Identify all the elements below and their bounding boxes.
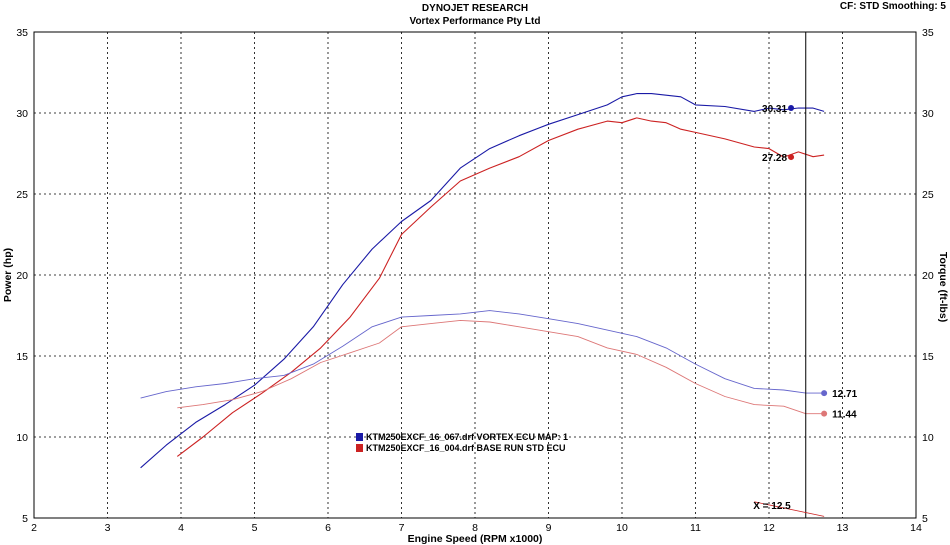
y-tick-label-left: 30: [16, 108, 28, 120]
series: [140, 93, 825, 469]
y-axis-label-left: Power (hp): [2, 248, 14, 302]
x-tick-label: 12: [763, 522, 775, 534]
value-label: 12.71: [832, 389, 857, 400]
value-marker: [788, 104, 795, 111]
x-tick-label: 6: [325, 522, 331, 534]
grid: [34, 32, 916, 518]
y-tick-label-right: 35: [922, 27, 934, 39]
x-tick-label: 9: [546, 522, 552, 534]
x-tick-label: 7: [399, 522, 405, 534]
value-marker: [821, 410, 828, 417]
x-tick-label: 11: [690, 522, 701, 534]
y-tick-label-left: 35: [16, 27, 28, 39]
y-tick-label-left: 15: [16, 351, 28, 363]
value-label: 11.44: [832, 410, 857, 421]
series-line-power-vortex: [140, 93, 825, 469]
legend: KTM250EXCF_16_067.drf VORTEX ECU MAP: 1 …: [356, 432, 568, 453]
x-axis-label: Engine Speed (RPM x1000): [408, 533, 543, 545]
legend-label-base: KTM250EXCF_16_004.drf BASE RUN STD ECU: [366, 443, 566, 453]
value-marker: [821, 390, 828, 397]
y-tick-label-right: 30: [922, 108, 934, 120]
y-tick-label-right: 20: [922, 270, 934, 282]
legend-swatch-vortex: [356, 433, 363, 441]
y-tick-label-left: 25: [16, 189, 28, 201]
x-tick-label: 10: [616, 522, 628, 534]
chart-subtitle: Vortex Performance Pty Ltd: [410, 16, 541, 27]
y-tick-label-left: 10: [16, 432, 28, 444]
series-line-torque-base: [177, 319, 825, 415]
settings-text: CF: STD Smoothing: 5: [840, 1, 947, 12]
legend-swatch-base: [356, 444, 363, 452]
x-tick-label: 13: [837, 522, 849, 534]
x-tick-label: 5: [252, 522, 258, 534]
x-tick-label: 8: [472, 522, 478, 534]
cursor-tail: [754, 501, 825, 517]
chart-title: DYNOJET RESEARCH: [422, 3, 528, 14]
y-tick-label-right: 15: [922, 351, 934, 363]
value-marker: [788, 154, 795, 161]
value-label: 30.31: [762, 104, 787, 115]
y-tick-label-right: 5: [922, 513, 928, 525]
value-label: 27.28: [762, 153, 787, 164]
x-tick-label: 3: [105, 522, 111, 534]
y-axis-label-right: Torque (ft-lbs): [937, 252, 949, 322]
y-tick-label-left: 20: [16, 270, 28, 282]
x-tick-label: 2: [31, 522, 37, 534]
series-line-power-base: [176, 117, 825, 457]
y-tick-label-left: 5: [22, 513, 28, 525]
y-tick-label-right: 25: [922, 189, 934, 201]
y-tick-label-right: 10: [922, 432, 934, 444]
series-line-torque-vortex: [140, 310, 825, 399]
legend-label-vortex: KTM250EXCF_16_067.drf VORTEX ECU MAP: 1: [366, 432, 568, 442]
cursor-label: X = 12.5: [753, 501, 791, 512]
cursor: X = 12.5: [753, 32, 825, 518]
x-tick-label: 4: [178, 522, 184, 534]
plot-frame: [33, 31, 917, 519]
value-labels: 30.31 27.28 12.71 11.44: [762, 104, 858, 421]
x-tick-label: 14: [910, 522, 922, 534]
